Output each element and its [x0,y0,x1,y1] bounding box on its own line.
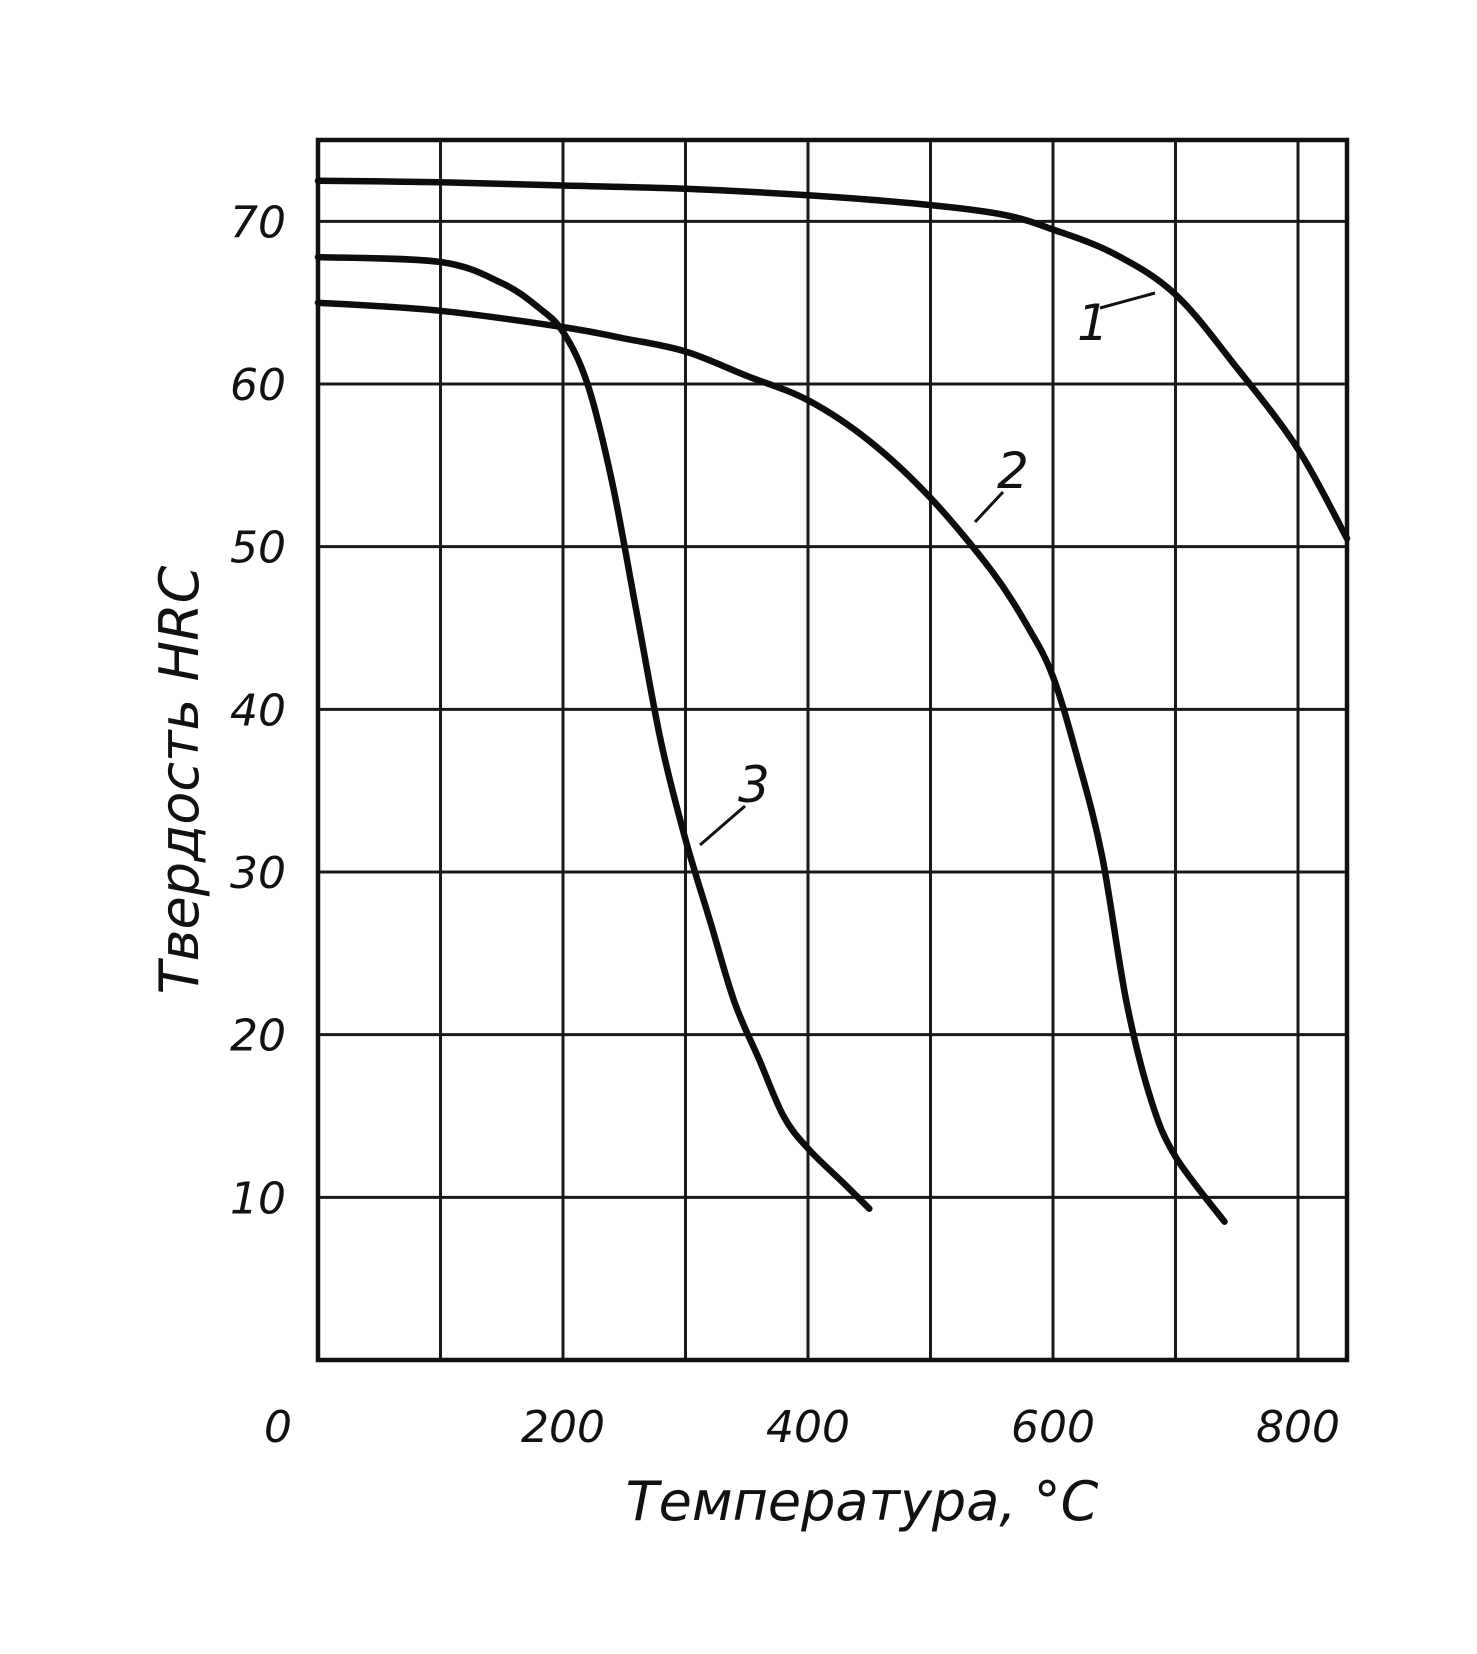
grid [318,140,1347,1360]
y-tick-label: 30 [230,848,286,899]
x-tick-label: 0 [264,1402,292,1453]
y-axis-title: Твердость HRC [148,565,211,994]
x-axis-title: Температура, °C [626,1470,1099,1533]
series-label-1: 1 [1077,294,1109,352]
y-tick-label: 70 [230,197,286,248]
y-tick-label: 20 [230,1011,286,1062]
series-lines [314,177,1351,1225]
series-label-leader [1099,291,1156,310]
series-label-2: 2 [997,442,1029,500]
y-tick-label: 40 [230,685,286,736]
x-tick-label: 200 [521,1402,605,1453]
tick-labels: 10 20 30 40 50 60 70 0 200 400 600 800 [230,197,1340,1453]
plot-border [315,137,1350,1363]
series-line-2 [314,299,1228,1225]
plot-frame [315,137,1350,1363]
series-labels: 1 2 3 [699,291,1156,847]
x-tick-label: 400 [766,1402,850,1453]
series-label-3: 3 [738,756,770,814]
series-label-leader [973,490,1005,524]
y-tick-label: 10 [230,1173,286,1224]
series-label-leader [699,804,746,847]
series-line-1 [314,177,1351,542]
x-tick-label: 800 [1256,1402,1340,1453]
x-tick-label: 600 [1011,1402,1095,1453]
y-tick-label: 60 [230,360,286,411]
series-line-3 [314,253,873,1212]
y-tick-label: 50 [230,523,286,574]
